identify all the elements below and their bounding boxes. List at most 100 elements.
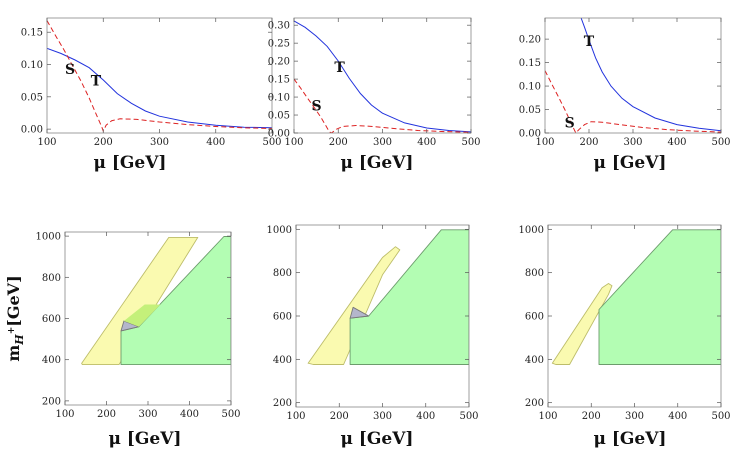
y-tick-label: 0.25	[268, 39, 290, 50]
series-T-line	[580, 18, 721, 132]
curve-label-T: T	[91, 74, 102, 90]
region-overlap	[120, 320, 140, 332]
region-yellow	[551, 283, 613, 365]
x-tick-label: 100	[286, 411, 305, 422]
x-tick-label: 500	[459, 411, 478, 422]
x-tick-label: 400	[206, 137, 225, 148]
panel-top-right: T S 100 200 300 400 500 0.00 0.05 0.10 0.15 0.20 μ […	[519, 17, 731, 173]
y-tick-label: 0.05	[268, 111, 290, 122]
x-tick-label: 500	[221, 409, 240, 420]
region-yellow	[81, 236, 199, 366]
y-tick-label: 1000	[267, 225, 292, 236]
curve-label-S: S	[565, 116, 575, 132]
y-tick-label: 800	[42, 273, 61, 284]
y-tick-label: 0.10	[268, 93, 290, 104]
x-tick-label: 400	[667, 137, 686, 148]
x-tick-label: 300	[373, 137, 392, 148]
y-tick-label: 0.30	[268, 21, 290, 32]
curve-label-T: T	[584, 34, 595, 50]
y-tick-label: 800	[273, 268, 292, 279]
x-axis-label: μ [GeV]	[594, 153, 667, 173]
y-tick-label: 1000	[36, 232, 61, 243]
panel-bottom-middle: 100 200 300 400 500 200 400 600 800 1000 μ [GeV]	[267, 224, 479, 449]
x-tick-label: 200	[330, 411, 349, 422]
x-tick-label: 200	[329, 137, 348, 148]
series-S-line	[294, 78, 471, 133]
x-tick-label: 400	[416, 411, 435, 422]
plot-content	[81, 236, 231, 366]
series-T-line	[294, 20, 471, 133]
y-tick-label: 0.15	[519, 58, 541, 69]
plot-content	[47, 20, 272, 133]
x-tick-label: 400	[417, 137, 436, 148]
y-tick-label: 400	[42, 355, 61, 366]
plot-content	[307, 229, 469, 365]
region-green	[598, 229, 721, 365]
y-tick-label: 0.00	[21, 125, 43, 136]
x-tick-label: 200	[579, 137, 598, 148]
x-tick-label: 100	[538, 411, 557, 422]
x-tick-label: 300	[373, 411, 392, 422]
plot-content	[294, 20, 471, 133]
series-S-line	[47, 20, 272, 133]
y-tick-label: 0.05	[21, 92, 43, 103]
curve-label-S: S	[65, 62, 75, 78]
y-axis-label: mH+[GeV]	[4, 275, 26, 361]
y-tick-label: 0.15	[21, 28, 43, 39]
y-tick-label: 0.20	[519, 35, 541, 46]
plot-area	[545, 18, 721, 133]
x-tick-label: 500	[461, 137, 480, 148]
y-tick-label: 200	[42, 396, 61, 407]
x-axis-label: μ [GeV]	[594, 429, 667, 449]
x-tick-label: 100	[55, 409, 74, 420]
y-tick-label: 400	[525, 355, 544, 366]
panel-bottom-right: 100 200 300 400 500 200 400 600 800 1000 μ [GeV]	[519, 224, 731, 449]
x-tick-label: 500	[262, 137, 281, 148]
x-axis-label: μ [GeV]	[109, 429, 182, 449]
y-tick-label: 0.15	[268, 75, 290, 86]
x-tick-label: 200	[582, 411, 601, 422]
series-S-line	[545, 70, 721, 133]
y-tick-label: 0.10	[519, 82, 541, 93]
y-tick-label: 800	[525, 268, 544, 279]
x-tick-label: 200	[97, 409, 116, 420]
y-tick-label: 200	[525, 398, 544, 409]
panel-top-middle: T S 100 200 300 400 500 0.00 0.05 0.10 0.15 0.20 0.2…	[268, 17, 481, 173]
curve-label-T: T	[334, 60, 345, 76]
y-tick-label: 0.00	[519, 129, 541, 140]
y-tick-label: 0.05	[519, 105, 541, 116]
y-tick-label: 600	[525, 312, 544, 323]
x-tick-label: 300	[625, 411, 644, 422]
x-axis-label: μ [GeV]	[94, 153, 167, 173]
x-tick-label: 100	[284, 137, 303, 148]
y-tick-label: 600	[273, 312, 292, 323]
x-tick-label: 500	[711, 137, 730, 148]
y-tick-label: 400	[273, 355, 292, 366]
region-olive	[123, 304, 161, 327]
y-tick-label: 1000	[519, 225, 544, 236]
x-tick-label: 300	[623, 137, 642, 148]
y-tick-label: 0.10	[21, 60, 43, 71]
x-axis-label: μ [GeV]	[341, 153, 414, 173]
x-tick-label: 200	[94, 137, 113, 148]
x-tick-label: 300	[150, 137, 169, 148]
x-tick-label: 300	[138, 409, 157, 420]
curve-label-S: S	[312, 98, 322, 114]
panel-top-left: ST 100 200 300 400 500 0.00 0.05 0.10 0.15 μ [GeV]	[21, 17, 282, 173]
series-T-line	[47, 47, 272, 129]
region-yellow	[307, 246, 401, 365]
x-tick-label: 100	[535, 137, 554, 148]
y-tick-label: 200	[273, 398, 292, 409]
plot-area	[47, 18, 272, 133]
y-tick-label: 0.00	[268, 129, 290, 140]
panel-bottom-left: 100 200 300 400 500 200 400 600 800 1000 μ [GeV] mH…	[4, 231, 241, 449]
x-tick-label: 400	[180, 409, 199, 420]
x-tick-label: 100	[37, 137, 56, 148]
x-tick-label: 500	[711, 411, 730, 422]
plot-content	[545, 18, 721, 133]
plot-content	[551, 229, 721, 365]
y-tick-label: 600	[42, 314, 61, 325]
plot-area	[294, 18, 471, 133]
